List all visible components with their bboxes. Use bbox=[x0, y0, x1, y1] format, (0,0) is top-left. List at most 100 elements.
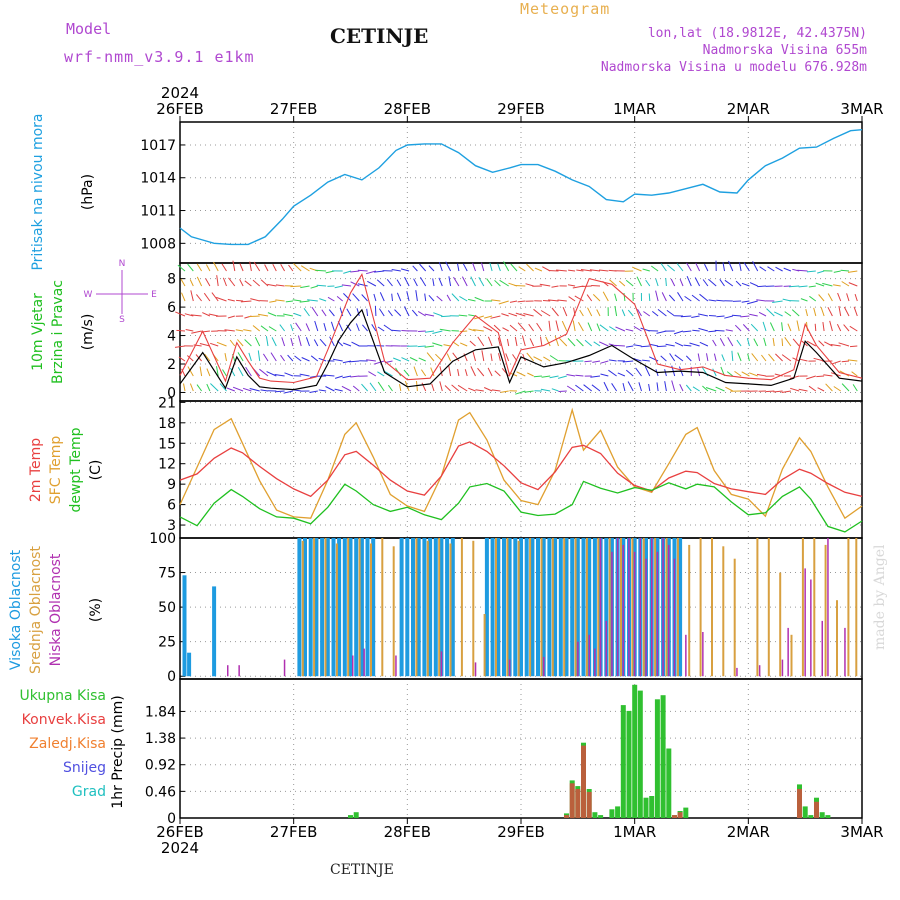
cloud-bar bbox=[301, 540, 304, 677]
cloud-bar bbox=[359, 538, 364, 677]
wind-barb bbox=[575, 374, 584, 377]
wind-ytick-label: 6 bbox=[167, 300, 176, 316]
wind-barb bbox=[307, 299, 318, 302]
wind-barb bbox=[468, 328, 476, 332]
wind-barb bbox=[328, 309, 335, 317]
wind-barb bbox=[290, 337, 294, 347]
cloud-bar bbox=[415, 538, 418, 677]
wind-barb bbox=[314, 320, 319, 332]
wind-barb bbox=[617, 372, 626, 377]
wind-barb bbox=[694, 277, 701, 287]
wind-barb bbox=[572, 285, 584, 289]
wind-barb bbox=[524, 390, 534, 393]
precip-bar bbox=[683, 807, 689, 818]
wind-barb bbox=[421, 382, 427, 392]
wind-barb bbox=[618, 280, 626, 287]
precip-legend-item: Grad bbox=[72, 784, 106, 800]
cloud-bar bbox=[779, 572, 782, 677]
cloud-bar bbox=[536, 538, 540, 677]
wind-barb bbox=[576, 338, 584, 347]
wind-barb bbox=[645, 279, 651, 287]
wind-barb bbox=[827, 306, 833, 317]
cloud-bar bbox=[381, 538, 384, 677]
cloud-bar bbox=[507, 538, 512, 677]
wind-barb bbox=[281, 337, 286, 347]
wind-barb bbox=[343, 270, 352, 274]
wind-barb bbox=[357, 283, 368, 287]
top-time-label: 27FEB bbox=[270, 100, 317, 118]
wind-barb bbox=[808, 385, 817, 392]
cloud-bar bbox=[449, 543, 452, 677]
wind-key-e: E bbox=[151, 290, 157, 300]
wind-barb bbox=[232, 260, 236, 272]
wind-barb bbox=[702, 385, 709, 392]
wind-barb bbox=[818, 294, 825, 302]
wind-barb bbox=[240, 300, 252, 303]
wind-barb bbox=[515, 312, 526, 317]
wind-barb bbox=[391, 293, 393, 302]
wind-barb bbox=[186, 355, 194, 362]
wind-barb bbox=[749, 282, 758, 287]
wind-barb bbox=[708, 330, 717, 333]
top-time-label: 29FEB bbox=[497, 100, 544, 118]
wind-barb bbox=[704, 263, 709, 272]
wind-barb bbox=[348, 360, 360, 363]
wind-barb bbox=[403, 306, 410, 317]
cloud-bar bbox=[428, 538, 433, 677]
wind-barb bbox=[481, 350, 485, 362]
wind-barb bbox=[303, 308, 310, 317]
precip-bar bbox=[814, 801, 819, 818]
wind-barb bbox=[452, 352, 460, 362]
wind-barb bbox=[732, 314, 742, 317]
wind-barb bbox=[342, 360, 352, 364]
wind-barb bbox=[781, 338, 784, 347]
wind-barb bbox=[539, 283, 551, 287]
wind-barb bbox=[443, 344, 451, 347]
wind-barb bbox=[494, 370, 501, 377]
wind-barb bbox=[737, 352, 742, 362]
wind-barb bbox=[260, 279, 269, 287]
wind-barb bbox=[833, 284, 841, 287]
wind-barb bbox=[603, 381, 609, 392]
cloud-bar bbox=[574, 538, 577, 677]
wind-barb bbox=[583, 384, 593, 392]
cloud-bar bbox=[585, 538, 588, 677]
wind-barb bbox=[206, 368, 211, 377]
cloud-bar bbox=[524, 538, 529, 677]
wind-barb bbox=[685, 384, 692, 392]
wind-barb bbox=[267, 283, 277, 287]
wind-barb bbox=[400, 268, 410, 272]
wind-barb bbox=[781, 322, 784, 332]
wind-barb bbox=[457, 369, 460, 377]
wind-barb bbox=[822, 282, 833, 287]
wind-barb bbox=[666, 309, 675, 317]
wind-barb bbox=[419, 277, 427, 287]
cloud-bar bbox=[668, 544, 670, 677]
wind-barb bbox=[227, 298, 235, 302]
cloud-bar bbox=[711, 538, 713, 677]
wind-barb bbox=[284, 372, 294, 377]
cloud-bar bbox=[303, 538, 307, 677]
wind-barb bbox=[404, 380, 410, 392]
wind-barb bbox=[661, 292, 667, 302]
wind-barb bbox=[477, 367, 485, 377]
wind-barb bbox=[747, 353, 750, 362]
wind-barb bbox=[591, 384, 601, 392]
wind-barb bbox=[749, 372, 758, 377]
wind-barb bbox=[352, 293, 360, 302]
wind-barb bbox=[404, 276, 410, 287]
wind-barb bbox=[632, 266, 642, 272]
cloud-bar bbox=[547, 538, 552, 677]
wind-barb bbox=[346, 308, 352, 317]
wind-barb bbox=[797, 269, 808, 272]
top-time-label: 1MAR bbox=[613, 100, 656, 118]
wind-barb bbox=[438, 262, 443, 272]
wind-barb bbox=[257, 313, 269, 317]
cloud-bar bbox=[352, 655, 354, 677]
wind-barb bbox=[185, 329, 194, 332]
wind-barb bbox=[533, 375, 542, 378]
precip-bar bbox=[353, 812, 359, 818]
bottom-year-label: 2024 bbox=[161, 839, 199, 857]
wind-barb bbox=[708, 278, 717, 287]
wind-barb bbox=[584, 360, 592, 363]
